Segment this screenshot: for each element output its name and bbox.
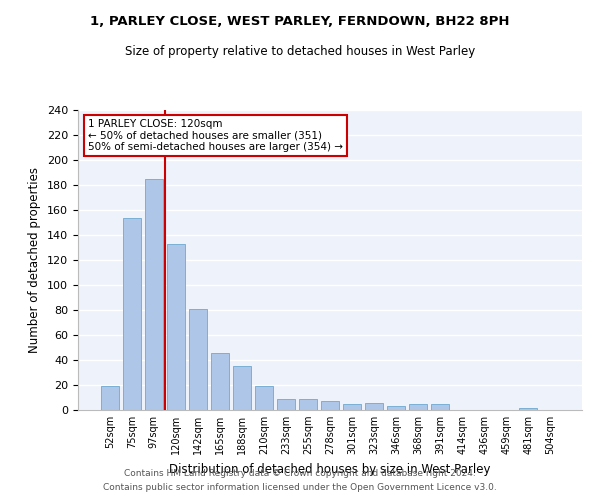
Bar <box>189 308 206 410</box>
Bar <box>299 399 317 410</box>
Bar <box>343 404 361 410</box>
Bar <box>145 179 163 410</box>
Text: Contains HM Land Registry data © Crown copyright and database right 2024.: Contains HM Land Registry data © Crown c… <box>124 468 476 477</box>
Bar <box>431 404 449 410</box>
Text: 1, PARLEY CLOSE, WEST PARLEY, FERNDOWN, BH22 8PH: 1, PARLEY CLOSE, WEST PARLEY, FERNDOWN, … <box>90 15 510 28</box>
Bar <box>167 244 185 410</box>
Bar <box>365 402 383 410</box>
Y-axis label: Number of detached properties: Number of detached properties <box>28 167 41 353</box>
Bar <box>255 386 273 410</box>
Bar <box>520 408 537 410</box>
Bar <box>277 399 295 410</box>
Bar <box>387 406 405 410</box>
X-axis label: Distribution of detached houses by size in West Parley: Distribution of detached houses by size … <box>169 462 491 475</box>
Bar <box>233 366 251 410</box>
Bar <box>101 386 119 410</box>
Text: Size of property relative to detached houses in West Parley: Size of property relative to detached ho… <box>125 45 475 58</box>
Text: Contains public sector information licensed under the Open Government Licence v3: Contains public sector information licen… <box>103 484 497 492</box>
Bar <box>321 401 339 410</box>
Text: 1 PARLEY CLOSE: 120sqm
← 50% of detached houses are smaller (351)
50% of semi-de: 1 PARLEY CLOSE: 120sqm ← 50% of detached… <box>88 119 343 152</box>
Bar <box>211 352 229 410</box>
Bar <box>123 218 140 410</box>
Bar <box>409 404 427 410</box>
